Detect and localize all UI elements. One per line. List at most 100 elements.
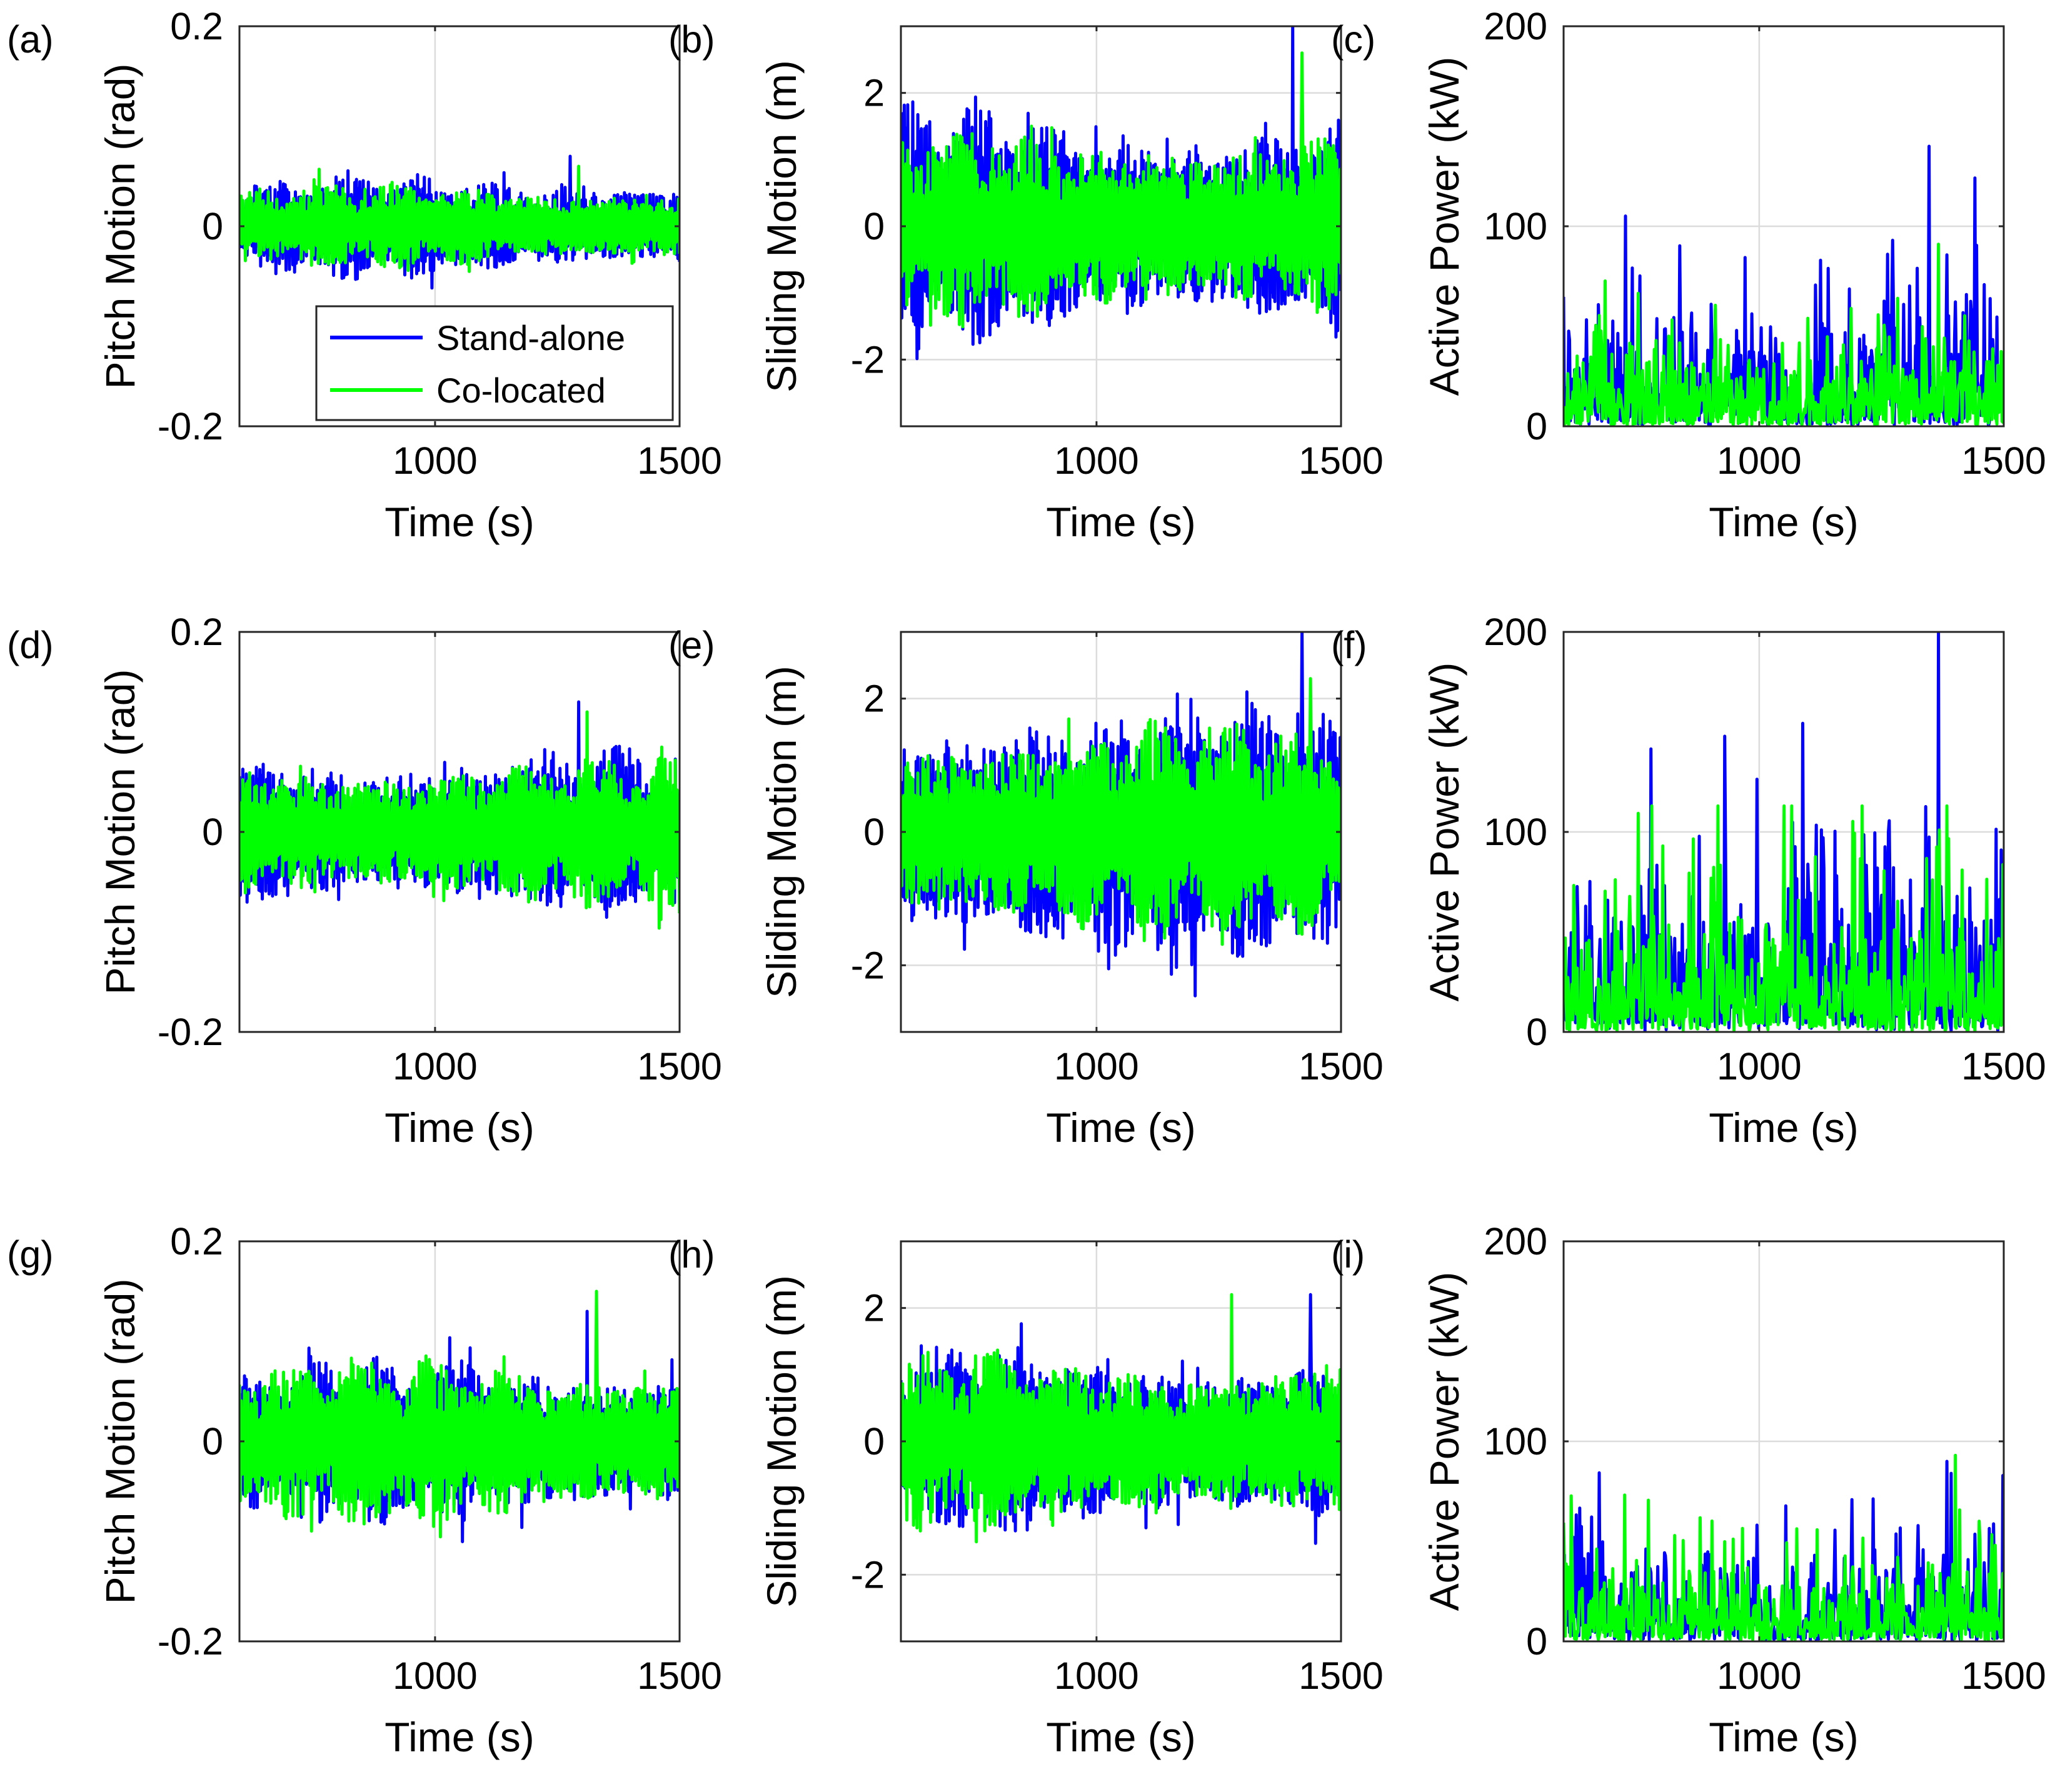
panel-label: (b) (668, 18, 715, 61)
y-axis-label: Sliding Motion (m) (758, 666, 805, 998)
chart-panel-f: 1000 1500 0 100 200 Time (s) Active Power (kW)… (1331, 611, 2046, 1151)
x-tick-label: 1500 (637, 439, 722, 482)
chart-panel-d: 1000 1500 -0.2 0 0.2 Time (s) Pitch Motion (ra… (7, 611, 722, 1151)
panel-label: (f) (1331, 624, 1367, 666)
x-tick-label: 1500 (1299, 1045, 1384, 1088)
x-axis-label: Time (s) (384, 1714, 535, 1760)
y-tick-label: -0.2 (158, 405, 223, 448)
y-tick-label: -2 (851, 944, 885, 986)
y-tick-label: -2 (851, 1553, 885, 1596)
x-tick-label: 1500 (1961, 1045, 2046, 1088)
legend-item-label: Stand-alone (436, 318, 625, 358)
y-tick-label: 2 (863, 678, 885, 720)
y-axis-label: Pitch Motion (rad) (97, 64, 143, 389)
y-tick-label: 0 (202, 811, 223, 853)
y-tick-label: 0.2 (170, 5, 223, 48)
y-tick-label: 0 (202, 205, 223, 248)
chart-panel-c: 1000 1500 0 100 200 Time (s) Active Power (kW)… (1331, 5, 2046, 545)
series-group (1564, 1453, 2004, 1641)
x-tick-label: 1500 (637, 1654, 722, 1697)
x-axis-label: Time (s) (1709, 1714, 1859, 1760)
series-line-co-located (239, 1289, 680, 1539)
chart-panel-b: 1000 1500 -2 0 2 Time (s) Sliding Motion (m) (b… (668, 18, 1384, 545)
x-tick-label: 1000 (1054, 1045, 1139, 1088)
legend: Stand-alone Co-located (315, 305, 674, 421)
chart-panel-g: 1000 1500 -0.2 0 0.2 Time (s) Pitch Motion (ra… (7, 1220, 722, 1760)
chart-panel-i: 1000 1500 0 100 200 Time (s) Active Power (kW)… (1331, 1220, 2046, 1760)
y-axis-label: Sliding Motion (m) (758, 1275, 805, 1608)
series-group (901, 26, 1341, 361)
y-axis-label: Sliding Motion (m) (758, 60, 805, 393)
panel-label: (h) (668, 1233, 715, 1276)
x-axis-label: Time (s) (1046, 1714, 1196, 1760)
panel-label: (e) (668, 624, 715, 666)
y-tick-label: 2 (863, 72, 885, 114)
series-line-co-located (901, 51, 1341, 329)
y-tick-label: -0.2 (158, 1011, 223, 1053)
panel-label: (d) (7, 624, 54, 666)
x-tick-label: 1500 (1299, 1654, 1384, 1697)
panel-label: (i) (1331, 1233, 1365, 1276)
y-axis-label: Active Power (kW) (1421, 1272, 1467, 1611)
series-line-co-located (901, 677, 1341, 946)
x-tick-label: 1500 (637, 1045, 722, 1088)
y-tick-label: 0 (863, 1420, 885, 1463)
series-line-co-located (901, 1293, 1341, 1544)
panel-label: (a) (7, 18, 54, 61)
x-tick-label: 1000 (1717, 1045, 1802, 1088)
chart-panel-a: 1000 1500 -0.2 0 0.2 Time (s) Pitch Motion (ra… (7, 5, 722, 545)
series-line-co-located (239, 710, 680, 930)
x-tick-label: 1500 (1961, 1654, 2046, 1697)
y-tick-label: 0.2 (170, 1220, 223, 1263)
chart-panel-h: 1000 1500 -2 0 2 Time (s) Sliding Motion (m) (h… (668, 1233, 1384, 1760)
chart-panel-e: 1000 1500 -2 0 2 Time (s) Sliding Motion (m) (e… (668, 624, 1384, 1151)
series-line-co-located (1564, 243, 2004, 426)
x-tick-label: 1000 (393, 1045, 478, 1088)
series-group (1564, 632, 2004, 1032)
y-tick-label: 0 (1526, 1011, 1547, 1053)
series-line-co-located (239, 164, 680, 273)
x-axis-label: Time (s) (1046, 499, 1196, 545)
x-axis-label: Time (s) (384, 499, 535, 545)
x-axis-label: Time (s) (1046, 1104, 1196, 1151)
x-tick-label: 1000 (1054, 1654, 1139, 1697)
y-tick-label: 0 (863, 811, 885, 853)
x-tick-label: 1000 (1054, 439, 1139, 482)
series-group (239, 700, 680, 930)
x-tick-label: 1500 (1961, 439, 2046, 482)
y-tick-label: 0 (202, 1420, 223, 1463)
series-group (239, 154, 680, 290)
x-tick-label: 1000 (1717, 439, 1802, 482)
panel-label: (g) (7, 1233, 54, 1276)
series-group (1564, 144, 2004, 426)
y-tick-label: -0.2 (158, 1620, 223, 1663)
legend-box (315, 305, 674, 421)
series-group (901, 1293, 1341, 1545)
y-tick-label: 0 (863, 205, 885, 248)
y-tick-label: 100 (1484, 1420, 1547, 1463)
series-group (239, 1289, 680, 1543)
x-axis-label: Time (s) (1709, 499, 1859, 545)
series-line-co-located (1564, 804, 2004, 1032)
y-tick-label: -2 (851, 338, 885, 381)
x-tick-label: 1500 (1299, 439, 1384, 482)
y-axis-label: Pitch Motion (rad) (97, 669, 143, 995)
y-tick-label: 0 (1526, 1620, 1547, 1663)
series-group (901, 632, 1341, 998)
y-axis-label: Active Power (kW) (1421, 663, 1467, 1002)
x-axis-label: Time (s) (384, 1104, 535, 1151)
legend-item-label: Co-located (436, 371, 606, 410)
x-tick-label: 1000 (393, 1654, 478, 1697)
y-tick-label: 100 (1484, 811, 1547, 853)
y-axis-label: Active Power (kW) (1421, 57, 1467, 396)
y-tick-label: 100 (1484, 205, 1547, 248)
x-tick-label: 1000 (1717, 1654, 1802, 1697)
y-tick-label: 0 (1526, 405, 1547, 448)
series-line-co-located (1564, 1453, 2004, 1641)
panel-label: (c) (1331, 18, 1375, 61)
y-axis-label: Pitch Motion (rad) (97, 1279, 143, 1604)
y-tick-label: 0.2 (170, 611, 223, 653)
y-tick-label: 2 (863, 1287, 885, 1329)
x-axis-label: Time (s) (1709, 1104, 1859, 1151)
